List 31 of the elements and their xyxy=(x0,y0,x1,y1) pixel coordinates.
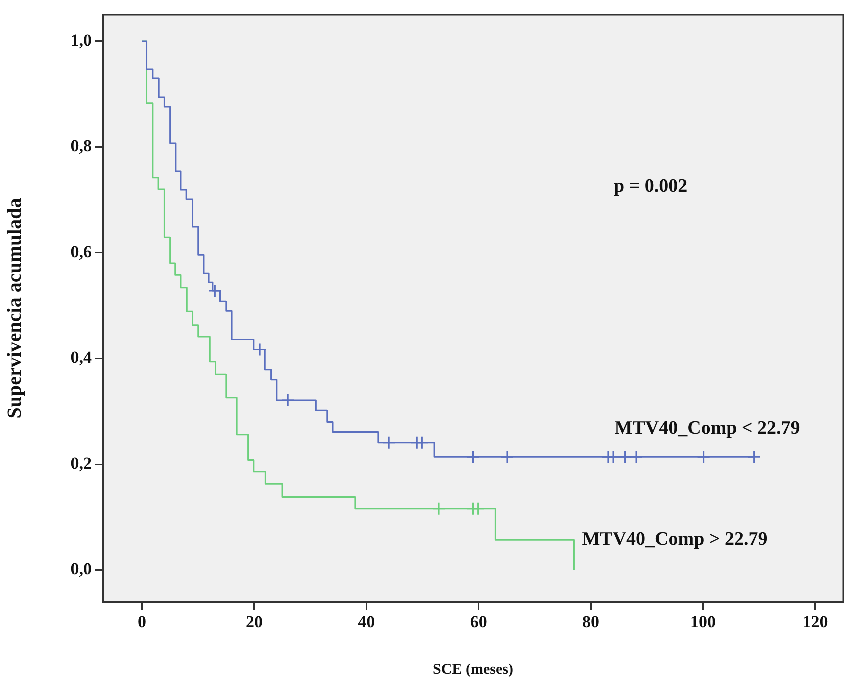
point xyxy=(466,450,480,464)
x-axis-title: SCE (meses) xyxy=(433,662,514,678)
x-tick-label: 120 xyxy=(802,612,828,632)
y-tick-label: 0,4 xyxy=(70,348,92,368)
point xyxy=(630,450,644,464)
point xyxy=(208,284,222,298)
x-tick-label: 40 xyxy=(358,612,376,632)
y-axis-title: Supervivencia acumulada xyxy=(4,198,26,419)
series-label: MTV40_Comp > 22.79 xyxy=(582,529,768,550)
point xyxy=(748,450,762,464)
point xyxy=(606,450,620,464)
point xyxy=(382,436,396,450)
point xyxy=(500,450,514,464)
point xyxy=(281,394,295,408)
y-tick-label: 0,0 xyxy=(70,560,92,579)
x-tick-label: 20 xyxy=(246,612,263,632)
point xyxy=(432,502,446,516)
annotation: p = 0.002 xyxy=(614,176,688,197)
point xyxy=(415,436,429,450)
y-tick-label: 1,0 xyxy=(70,30,92,50)
x-tick-label: 0 xyxy=(138,612,147,632)
series-label: MTV40_Comp < 22.79 xyxy=(614,418,800,440)
point xyxy=(618,450,632,464)
y-tick-label: 0,2 xyxy=(70,454,92,473)
x-tick-label: 60 xyxy=(470,612,488,632)
y-tick-label: 0,6 xyxy=(70,242,92,262)
point xyxy=(697,450,711,464)
x-tick-label: 80 xyxy=(582,612,600,632)
x-tick-label: 100 xyxy=(690,612,716,632)
point xyxy=(472,502,486,516)
y-tick-label: 0,8 xyxy=(70,136,92,156)
